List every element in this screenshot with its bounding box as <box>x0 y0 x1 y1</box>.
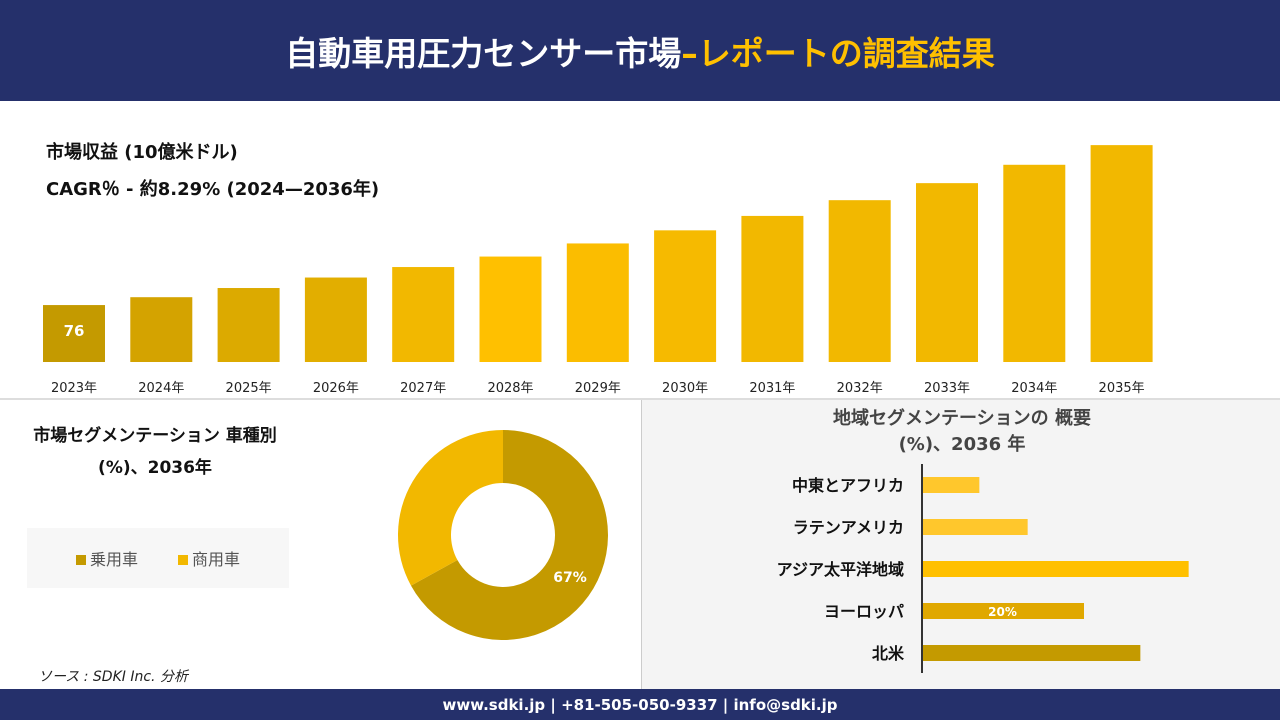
title-main: 自動車用圧力センサー市場 <box>285 33 682 73</box>
donut-slice <box>398 430 503 586</box>
region-bar <box>923 645 1141 661</box>
vehicle-segment-title: 市場セグメンテーション 車種別 (%)、2036年 <box>33 426 277 478</box>
revenue-bar <box>43 305 105 362</box>
year-tick-label: 2032年 <box>837 381 883 396</box>
region-label: ラテンアメリカ <box>793 518 904 537</box>
region-label: 中東とアフリカ <box>792 476 904 495</box>
revenue-chart-title: 市場収益 (10億米ドル) <box>46 142 238 163</box>
region-bar <box>923 519 1028 535</box>
year-tick-label: 2031年 <box>749 381 795 396</box>
year-tick-label: 2035年 <box>1099 381 1145 396</box>
regional-panel: 地域セグメンテーションの 概要 (%)、2036 年 中東とアフリカ ラテンアメリ… <box>641 400 1280 689</box>
year-tick-label: 2024年 <box>138 381 184 396</box>
vehicle-donut-chart: 67% <box>398 430 608 640</box>
bar-data-label: 76 <box>64 322 85 340</box>
legend-swatch <box>75 555 86 565</box>
revenue-bar <box>566 243 629 362</box>
revenue-bar <box>392 267 455 362</box>
legend-label: 乗用車 <box>89 550 138 569</box>
revenue-bar <box>304 277 367 362</box>
revenue-bar <box>828 200 891 362</box>
footer-contact: www.sdki.jp | +81-505-050-9337 | info@sd… <box>0 689 1280 720</box>
revenue-bar <box>217 288 280 362</box>
revenue-bar <box>130 297 193 362</box>
legend-item-passenger: 乗用車 <box>75 546 138 570</box>
title-accent: –レポートの調査結果 <box>681 33 995 73</box>
revenue-bar <box>741 215 804 362</box>
revenue-bar-chart: 2023年 76 2024年 2025年 2026年 2027年 2028年 2029年 203… <box>43 145 1153 396</box>
donut-data-label: 67% <box>553 570 587 586</box>
region-bar <box>923 603 1084 619</box>
legend-item-commercial: 商用車 <box>178 546 240 570</box>
cagr-subtitle: CAGR％ - 約8.29% (2024—2036年) <box>46 179 380 200</box>
year-tick-label: 2033年 <box>924 381 970 396</box>
year-tick-label: 2028年 <box>487 381 533 396</box>
source-note: ソース : SDKI Inc. 分析 <box>38 669 188 685</box>
region-label: ヨーロッパ <box>824 602 904 621</box>
year-tick-label: 2025年 <box>226 381 272 396</box>
region-label: アジア太平洋地域 <box>777 560 904 579</box>
revenue-bar <box>1090 145 1153 362</box>
year-tick-label: 2026年 <box>313 381 359 396</box>
divider <box>0 398 1280 400</box>
year-tick-label: 2034年 <box>1011 381 1057 396</box>
revenue-bar <box>654 230 717 362</box>
region-bar <box>923 561 1189 577</box>
year-tick-label: 2023年 <box>51 381 97 396</box>
donut-legend: 乗用車 商用車 <box>27 528 289 588</box>
report-header: 自動車用圧力センサー市場 –レポートの調査結果 <box>0 0 1280 101</box>
revenue-bar <box>1003 164 1066 362</box>
region-data-label: 20% <box>988 605 1017 619</box>
revenue-bar <box>479 256 542 362</box>
revenue-bar <box>916 183 978 362</box>
donut-slice <box>410 430 608 640</box>
year-tick-label: 2027年 <box>400 381 446 396</box>
legend-label: 商用車 <box>192 550 241 569</box>
legend-swatch <box>178 555 188 565</box>
regional-chart-title: 地域セグメンテーションの 概要 (%)、2036 年 <box>833 408 1091 455</box>
region-bar <box>923 477 980 493</box>
region-label: 北米 <box>872 644 905 663</box>
year-tick-label: 2030年 <box>662 381 708 396</box>
year-tick-label: 2029年 <box>575 381 621 396</box>
